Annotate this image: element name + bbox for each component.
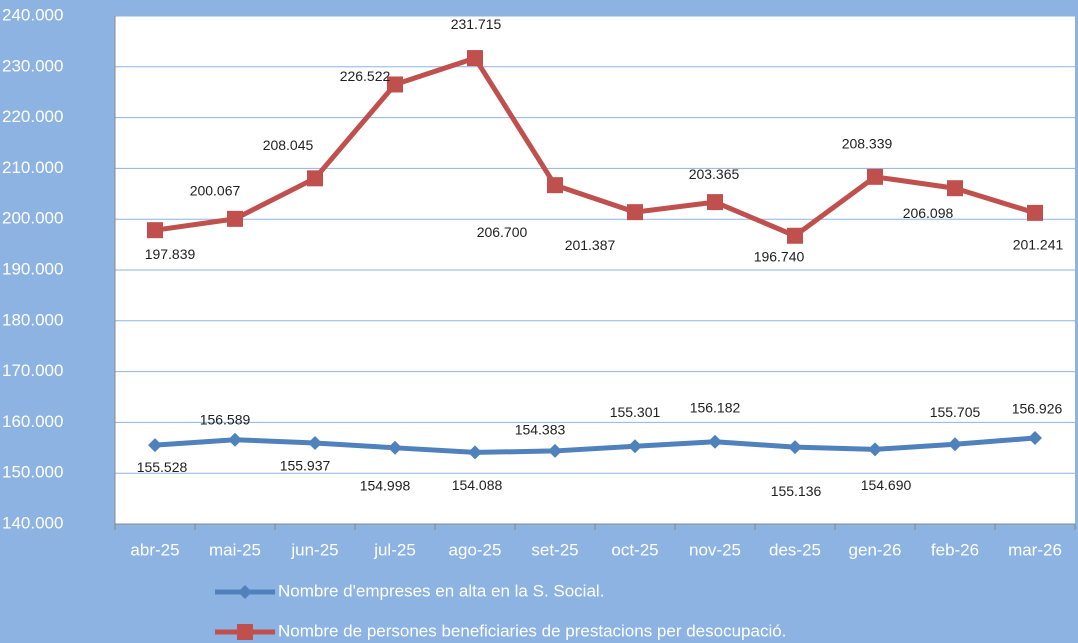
marker: [627, 204, 643, 221]
marker: [628, 439, 642, 454]
x-tick-label: nov-25: [689, 540, 741, 559]
data-label: 155.528: [137, 459, 188, 475]
y-tick-label: 220.000: [2, 107, 63, 126]
y-tick-label: 170.000: [2, 361, 63, 380]
data-label: 203.365: [689, 166, 740, 182]
data-label: 156.926: [1012, 401, 1063, 417]
marker: [948, 437, 962, 452]
legend-label: Nombre de persones beneficiaries de pres…: [278, 621, 786, 640]
y-tick-label: 160.000: [2, 412, 63, 431]
data-label: 155.937: [280, 458, 331, 474]
data-label: 201.241: [1013, 237, 1064, 253]
marker: [307, 170, 323, 187]
y-tick-label: 240.000: [2, 5, 63, 24]
data-label: 208.339: [842, 136, 893, 152]
marker: [238, 585, 252, 599]
x-tick-label: mar-26: [1008, 540, 1062, 559]
y-tick-label: 210.000: [2, 158, 63, 177]
series-line: [154, 55, 1036, 239]
data-label: 206.098: [903, 205, 954, 221]
y-tick-label: 180.000: [2, 310, 63, 329]
data-label: 155.136: [771, 483, 822, 499]
data-label: 155.705: [930, 404, 981, 420]
y-tick-label: 190.000: [2, 259, 63, 278]
data-label: 226.522: [340, 68, 391, 84]
data-label: 197.839: [145, 246, 196, 262]
legend-label: Nombre d'empreses en alta en la S. Socia…: [278, 581, 604, 600]
x-tick-label: des-25: [769, 540, 821, 559]
marker: [227, 210, 243, 227]
x-tick-label: jun-25: [290, 540, 338, 559]
marker: [787, 227, 803, 244]
y-tick-label: 150.000: [2, 463, 63, 482]
data-label: 154.998: [360, 478, 411, 494]
data-label: 156.182: [690, 399, 741, 415]
marker: [147, 222, 163, 239]
marker: [387, 76, 403, 93]
marker: [868, 442, 882, 457]
x-tick-label: jul-25: [373, 540, 416, 559]
x-tick-label: mai-25: [209, 540, 261, 559]
data-label: 231.715: [451, 16, 502, 32]
marker: [788, 440, 802, 455]
data-label: 154.088: [452, 477, 503, 493]
x-tick-label: set-25: [531, 540, 578, 559]
marker: [308, 436, 322, 451]
y-tick-label: 230.000: [2, 56, 63, 75]
y-tick-label: 200.000: [2, 209, 63, 228]
marker: [1028, 431, 1042, 446]
marker: [867, 168, 883, 185]
x-tick-label: abr-25: [130, 540, 179, 559]
marker: [467, 50, 483, 67]
marker: [1027, 204, 1043, 221]
marker: [707, 194, 723, 211]
marker: [237, 624, 253, 640]
data-label: 155.301: [610, 404, 661, 420]
x-tick-label: feb-26: [931, 540, 979, 559]
x-tick-label: ago-25: [449, 540, 502, 559]
data-label: 154.383: [515, 422, 566, 438]
y-tick-label: 140.000: [2, 513, 63, 532]
marker: [228, 432, 242, 447]
x-tick-label: oct-25: [611, 540, 658, 559]
x-tick-label: gen-26: [849, 540, 902, 559]
data-label: 196.740: [754, 248, 805, 264]
data-label: 208.045: [263, 137, 314, 153]
marker: [947, 180, 963, 197]
marker: [708, 434, 722, 449]
series-line: [154, 435, 1036, 455]
data-label: 206.700: [477, 224, 528, 240]
data-label: 154.690: [861, 477, 912, 493]
data-label: 156.589: [200, 411, 251, 427]
data-label: 201.387: [565, 237, 616, 253]
marker: [148, 438, 162, 453]
marker: [547, 177, 563, 194]
marker: [388, 440, 402, 455]
data-label: 200.067: [190, 183, 241, 199]
marker: [548, 443, 562, 458]
marker: [468, 445, 482, 460]
